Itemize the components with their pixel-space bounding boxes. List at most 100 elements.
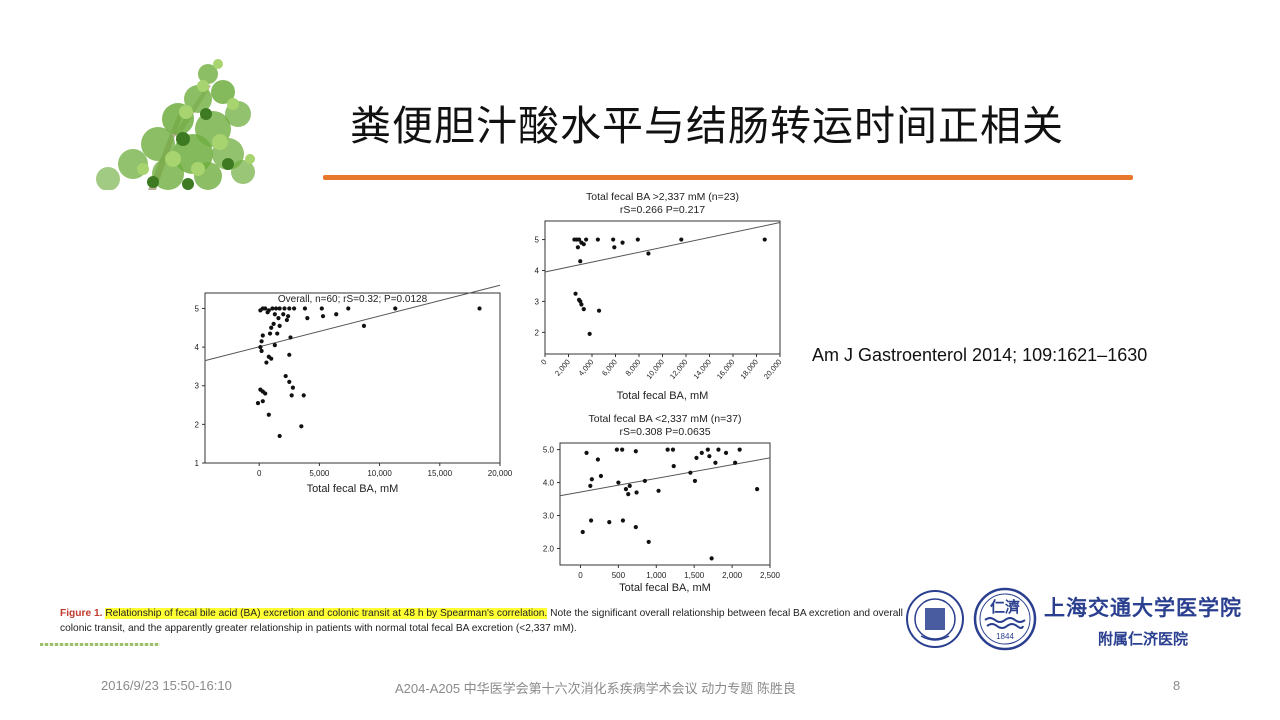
data-point xyxy=(620,518,626,523)
data-point xyxy=(305,316,310,321)
data-point xyxy=(319,306,324,311)
x-tick-label: 20,000 xyxy=(762,358,784,381)
data-point xyxy=(670,447,676,452)
x-axis-label: Total fecal BA, mM xyxy=(619,582,711,594)
data-point xyxy=(620,447,625,452)
data-point xyxy=(607,520,612,525)
data-point xyxy=(263,306,268,311)
data-point xyxy=(287,379,292,384)
data-point xyxy=(737,447,742,452)
data-point xyxy=(581,307,586,312)
data-point xyxy=(299,424,304,429)
y-tick-label: 4 xyxy=(195,343,200,352)
data-point xyxy=(584,237,589,242)
data-point xyxy=(671,463,676,469)
x-tick-label: 10,000 xyxy=(644,358,666,381)
x-tick-label: 8,000 xyxy=(624,358,643,378)
data-point xyxy=(707,454,712,459)
data-point xyxy=(588,483,593,488)
data-point xyxy=(267,331,273,336)
data-point xyxy=(705,447,710,452)
data-point xyxy=(477,306,482,311)
data-point xyxy=(282,306,287,311)
data-point xyxy=(393,306,398,311)
data-point xyxy=(302,306,308,311)
title-underline xyxy=(323,175,1133,180)
data-point xyxy=(679,237,684,242)
overall-scatter-chart: Overall, n=60; rS=0.32; P=0.0128 1 2 3 4 5 0 5,… xyxy=(195,284,513,495)
x-tick-label: 2,000 xyxy=(553,358,572,378)
x-tick-label: 2,500 xyxy=(760,571,781,580)
logo-hospital-name: 附属仁济医院 xyxy=(1098,630,1189,648)
data-point xyxy=(598,473,604,479)
figure-caption-highlight: Relationship of fecal bile acid (BA) exc… xyxy=(105,608,548,619)
seal-badge-year: 1844 xyxy=(996,632,1014,641)
x-tick-label: 12,000 xyxy=(668,358,690,381)
data-point xyxy=(272,343,277,348)
data-point xyxy=(646,539,651,545)
caption-decoration xyxy=(40,643,160,646)
chart-subtitle: rS=0.266 P=0.217 xyxy=(620,204,705,216)
data-point xyxy=(616,480,621,485)
data-point xyxy=(716,447,721,452)
data-point xyxy=(580,529,585,535)
data-point xyxy=(665,447,670,452)
plot-frame xyxy=(559,442,771,566)
data-point xyxy=(612,245,617,250)
figure-label: Figure 1. xyxy=(60,608,103,619)
data-point xyxy=(699,450,704,455)
x-tick-label: 0 xyxy=(578,571,583,580)
data-point xyxy=(596,308,602,313)
chart-title: Total fecal BA >2,337 mM (n=23) xyxy=(586,191,739,203)
data-point xyxy=(290,385,295,390)
x-tick-label: 10,000 xyxy=(367,469,392,478)
y-tick-label: 2.0 xyxy=(543,545,555,554)
tree-decoration xyxy=(96,59,255,190)
data-point xyxy=(723,450,729,455)
data-point xyxy=(276,316,281,321)
x-tick-label: 5,000 xyxy=(309,469,330,478)
data-point xyxy=(656,488,661,493)
y-tick-label: 4.0 xyxy=(543,479,555,488)
data-point xyxy=(755,487,760,492)
data-point xyxy=(633,449,638,454)
data-point xyxy=(587,331,592,336)
data-point xyxy=(287,306,292,311)
data-point xyxy=(588,518,594,523)
data-point xyxy=(584,450,589,455)
seal-badge-text: 仁濟 xyxy=(990,598,1020,616)
data-point xyxy=(259,339,264,344)
x-tick-label: 0 xyxy=(539,358,549,367)
data-point xyxy=(258,344,263,350)
data-point xyxy=(611,237,616,242)
x-axis-label: Total fecal BA, mM xyxy=(617,390,709,402)
data-point xyxy=(275,331,280,336)
y-tick-label: 3 xyxy=(195,382,200,391)
data-point xyxy=(277,433,282,439)
footer-page-number: 8 xyxy=(1173,678,1181,693)
data-point xyxy=(595,457,601,462)
data-point xyxy=(277,323,282,328)
data-point xyxy=(269,325,274,330)
data-point xyxy=(688,470,693,475)
chart-subtitle: rS=0.308 P=0.0635 xyxy=(619,426,710,438)
x-tick-label: 4,000 xyxy=(577,358,596,378)
journal-citation: Am J Gastroenterol 2014; 109:1621–1630 xyxy=(812,345,1148,365)
data-point xyxy=(633,524,638,530)
data-point xyxy=(634,490,639,495)
data-point xyxy=(292,306,297,311)
plot-frame xyxy=(204,292,501,464)
data-point xyxy=(620,240,625,245)
data-point xyxy=(273,306,279,311)
data-point xyxy=(301,393,306,398)
data-point xyxy=(713,460,718,465)
y-tick-label: 4 xyxy=(535,266,540,275)
y-tick-label: 3 xyxy=(535,297,540,306)
chart-title: Overall, n=60; rS=0.32; P=0.0128 xyxy=(278,294,428,305)
chart-title: Total fecal BA <2,337 mM (n=37) xyxy=(589,413,742,425)
data-point xyxy=(576,237,582,242)
x-tick-label: 6,000 xyxy=(600,358,619,378)
y-tick-label: 3.0 xyxy=(543,512,555,521)
x-tick-label: 2,000 xyxy=(722,571,743,580)
data-point xyxy=(255,401,261,406)
